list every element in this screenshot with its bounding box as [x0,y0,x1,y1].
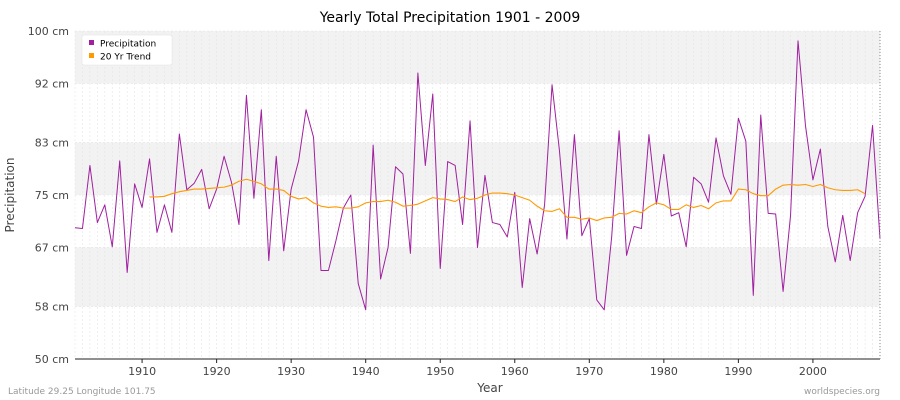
y-tick-label: 92 cm [35,77,69,90]
location-caption: Latitude 29.25 Longitude 101.75 [8,387,156,397]
x-tick-label: 1920 [203,365,231,378]
legend: Precipitation 20 Yr Trend [81,34,173,66]
source-caption: worldspecies.org [804,387,880,397]
x-tick-label: 1990 [724,365,752,378]
y-tick-label: 75 cm [35,189,69,202]
grid [74,30,881,360]
y-tick-label: 83 cm [35,137,69,150]
legend-swatch-trend [89,53,94,58]
y-tick-label: 67 cm [35,241,69,254]
x-tick-label: 1960 [501,365,529,378]
y-tick-label: 58 cm [35,301,69,314]
x-tick-label: 1910 [128,365,156,378]
x-tick-label: 1970 [575,365,603,378]
chart-title: Yearly Total Precipitation 1901 - 2009 [319,10,581,26]
x-axis-label: Year [476,381,502,395]
legend-swatch-precipitation [89,40,94,45]
legend-label-precipitation: Precipitation [100,40,156,50]
y-axis-label: Precipitation [3,157,17,232]
x-tick-label: 1980 [650,365,678,378]
axes: 50 cm 58 cm 67 cm 75 cm 83 cm 92 cm 100 cm 1910… [28,25,881,378]
legend-box [81,34,173,66]
x-tick-label: 1940 [352,365,380,378]
x-tick-label: 2000 [799,365,827,378]
y-tick-label: 50 cm [35,353,69,366]
y-tick-label: 100 cm [28,25,69,38]
series-layer [74,40,881,311]
x-tick-label: 1950 [426,365,454,378]
legend-label-trend: 20 Yr Trend [100,53,151,63]
x-tick-label: 1930 [277,365,305,378]
precipitation-line [74,40,881,311]
trend-line [149,178,866,222]
